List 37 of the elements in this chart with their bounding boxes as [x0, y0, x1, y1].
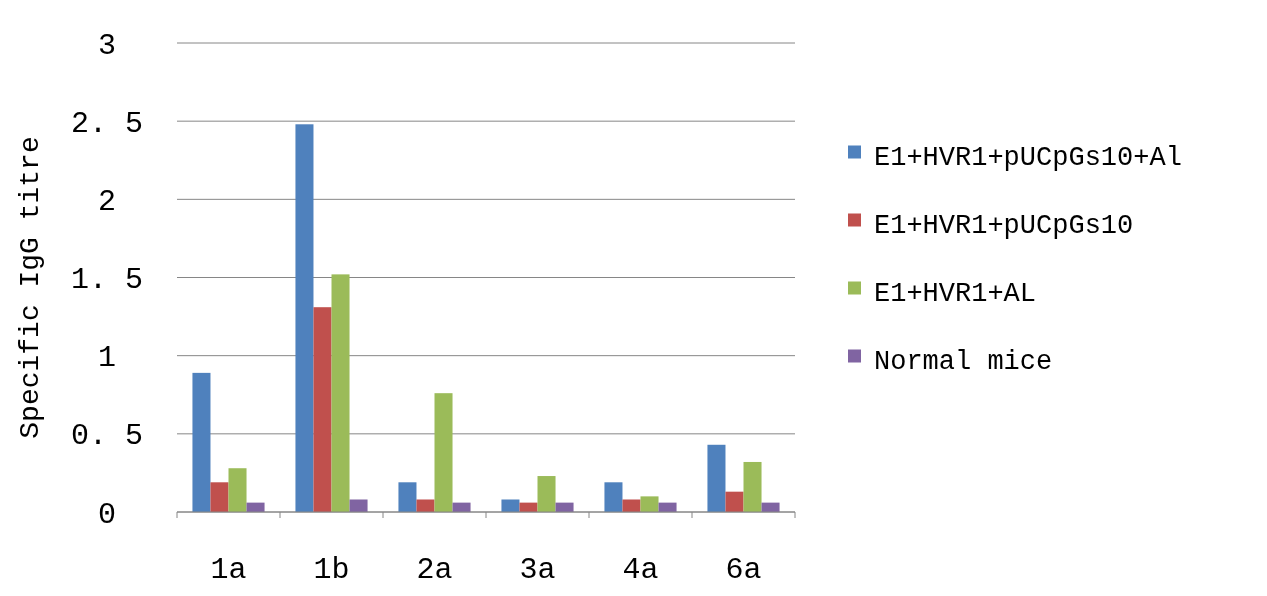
y-tick-label: 3 — [97, 28, 117, 63]
x-tick-label: 1b — [313, 553, 350, 587]
x-tick-label: 6a — [725, 553, 762, 587]
bar — [604, 482, 623, 512]
y-tick-label: 2. 5 — [70, 106, 144, 141]
bar — [537, 476, 556, 512]
bar — [501, 499, 520, 512]
y-tick-label: 1. 5 — [70, 263, 144, 297]
x-tick-label: 1a — [210, 553, 247, 587]
bar — [707, 444, 726, 512]
bar — [228, 468, 247, 512]
bar — [622, 499, 641, 512]
y-tick-label: 0 — [97, 497, 117, 532]
bar — [349, 499, 368, 512]
x-tick-label: 2a — [416, 553, 453, 587]
bar — [725, 491, 744, 512]
legend-label: E1+HVR1+AL — [874, 278, 1037, 309]
y-tick-label: 2 — [97, 184, 117, 219]
bar — [416, 499, 435, 512]
bar — [331, 274, 350, 512]
legend-label: E1+HVR1+pUCpGs10 — [874, 210, 1134, 241]
bar — [210, 482, 229, 512]
x-tick-label: 3a — [519, 553, 556, 587]
bar — [313, 307, 332, 512]
bar — [640, 496, 659, 512]
y-axis-title: Specific IgG titre — [15, 136, 46, 439]
legend-label: E1+HVR1+pUCpGs10+Al — [874, 142, 1182, 173]
legend-label: Normal mice — [874, 346, 1053, 377]
x-tick-label: 4a — [622, 553, 659, 587]
bar — [192, 372, 211, 512]
bar — [743, 461, 762, 512]
y-tick-label: 1 — [97, 341, 117, 376]
y-tick-label: 0. 5 — [70, 419, 144, 454]
bar — [398, 482, 417, 512]
bar — [434, 393, 453, 512]
bar — [295, 124, 314, 512]
bar — [519, 502, 538, 512]
